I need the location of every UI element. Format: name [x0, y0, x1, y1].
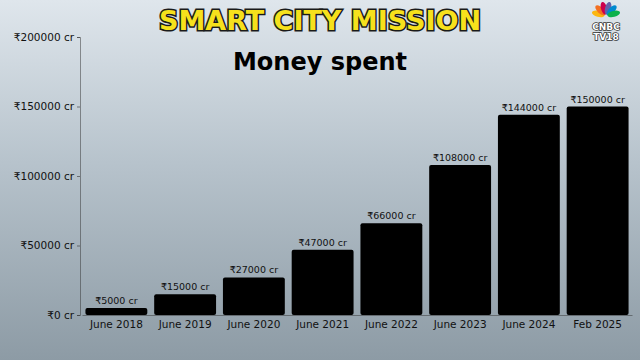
- y-tick-label: ₹200000 cr: [14, 31, 75, 43]
- x-tick: June 2021: [295, 315, 349, 330]
- x-tick: June 2020: [226, 315, 280, 330]
- x-tick-label: June 2020: [226, 318, 280, 330]
- y-tick-mark: [77, 246, 80, 247]
- y-tick-mark: [77, 315, 80, 316]
- bars: [85, 107, 628, 316]
- y-tick: ₹200000 cr: [14, 31, 80, 43]
- data-label: ₹108000 cr: [433, 152, 488, 163]
- bar: [154, 294, 216, 315]
- bar: [85, 308, 147, 315]
- data-label: ₹15000 cr: [161, 281, 210, 292]
- logo-petal: [607, 9, 621, 18]
- bar: [292, 250, 354, 315]
- x-tick-label: June 2018: [89, 318, 143, 330]
- data-label: ₹66000 cr: [367, 210, 416, 221]
- y-tick: ₹100000 cr: [14, 170, 80, 182]
- x-tick-label: June 2022: [364, 318, 418, 330]
- bar: [498, 115, 560, 315]
- x-axis: June 2018 June 2019 June 2020 June 2021 June…: [83, 315, 633, 330]
- logo-text: CNBC: [592, 22, 620, 32]
- bar: [567, 107, 629, 316]
- x-tick: June 2019: [158, 315, 212, 330]
- x-tick: Feb 2025: [573, 315, 622, 330]
- x-tick: June 2022: [364, 315, 418, 330]
- y-tick: ₹150000 cr: [14, 100, 80, 112]
- logo-text: TV18: [593, 32, 619, 42]
- y-tick-label: ₹100000 cr: [14, 170, 75, 182]
- x-tick-label: June 2023: [433, 318, 487, 330]
- x-tick: June 2018: [89, 315, 143, 330]
- x-tick-label: June 2019: [158, 318, 212, 330]
- chart: ₹0 cr ₹50000 cr ₹100000 cr ₹150000 cr ₹20000…: [0, 0, 640, 360]
- subtitle: Money spent: [233, 48, 407, 76]
- y-tick: ₹0 cr: [47, 309, 80, 321]
- title: SMART CITY MISSION: [159, 5, 481, 36]
- x-tick: June 2023: [433, 315, 487, 330]
- data-label: ₹5000 cr: [95, 295, 137, 306]
- logo: CNBCTV18: [591, 1, 621, 42]
- x-axis-line: [83, 315, 633, 316]
- y-axis-line: [77, 38, 81, 316]
- bar: [429, 165, 491, 315]
- y-tick-mark: [77, 176, 80, 177]
- y-tick: ₹50000 cr: [20, 239, 80, 251]
- y-tick-label: ₹0 cr: [47, 309, 74, 321]
- data-label: ₹150000 cr: [570, 94, 625, 105]
- bar: [223, 277, 285, 315]
- y-tick-mark: [77, 37, 80, 38]
- y-tick-label: ₹150000 cr: [14, 100, 75, 112]
- data-labels: ₹5000 cr ₹15000 cr ₹27000 cr ₹47000 cr ₹6600…: [95, 94, 625, 307]
- y-tick-label: ₹50000 cr: [20, 239, 74, 251]
- background: [0, 0, 640, 360]
- x-tick-label: Feb 2025: [573, 318, 622, 330]
- y-axis: ₹0 cr ₹50000 cr ₹100000 cr ₹150000 cr ₹20000…: [14, 31, 81, 321]
- x-tick-label: June 2021: [295, 318, 349, 330]
- data-label: ₹47000 cr: [298, 237, 347, 248]
- x-tick-label: June 2024: [501, 318, 555, 330]
- bar: [360, 223, 422, 315]
- x-tick: June 2024: [501, 315, 555, 330]
- data-label: ₹27000 cr: [230, 264, 279, 275]
- y-tick-mark: [77, 107, 80, 108]
- data-label: ₹144000 cr: [502, 102, 557, 113]
